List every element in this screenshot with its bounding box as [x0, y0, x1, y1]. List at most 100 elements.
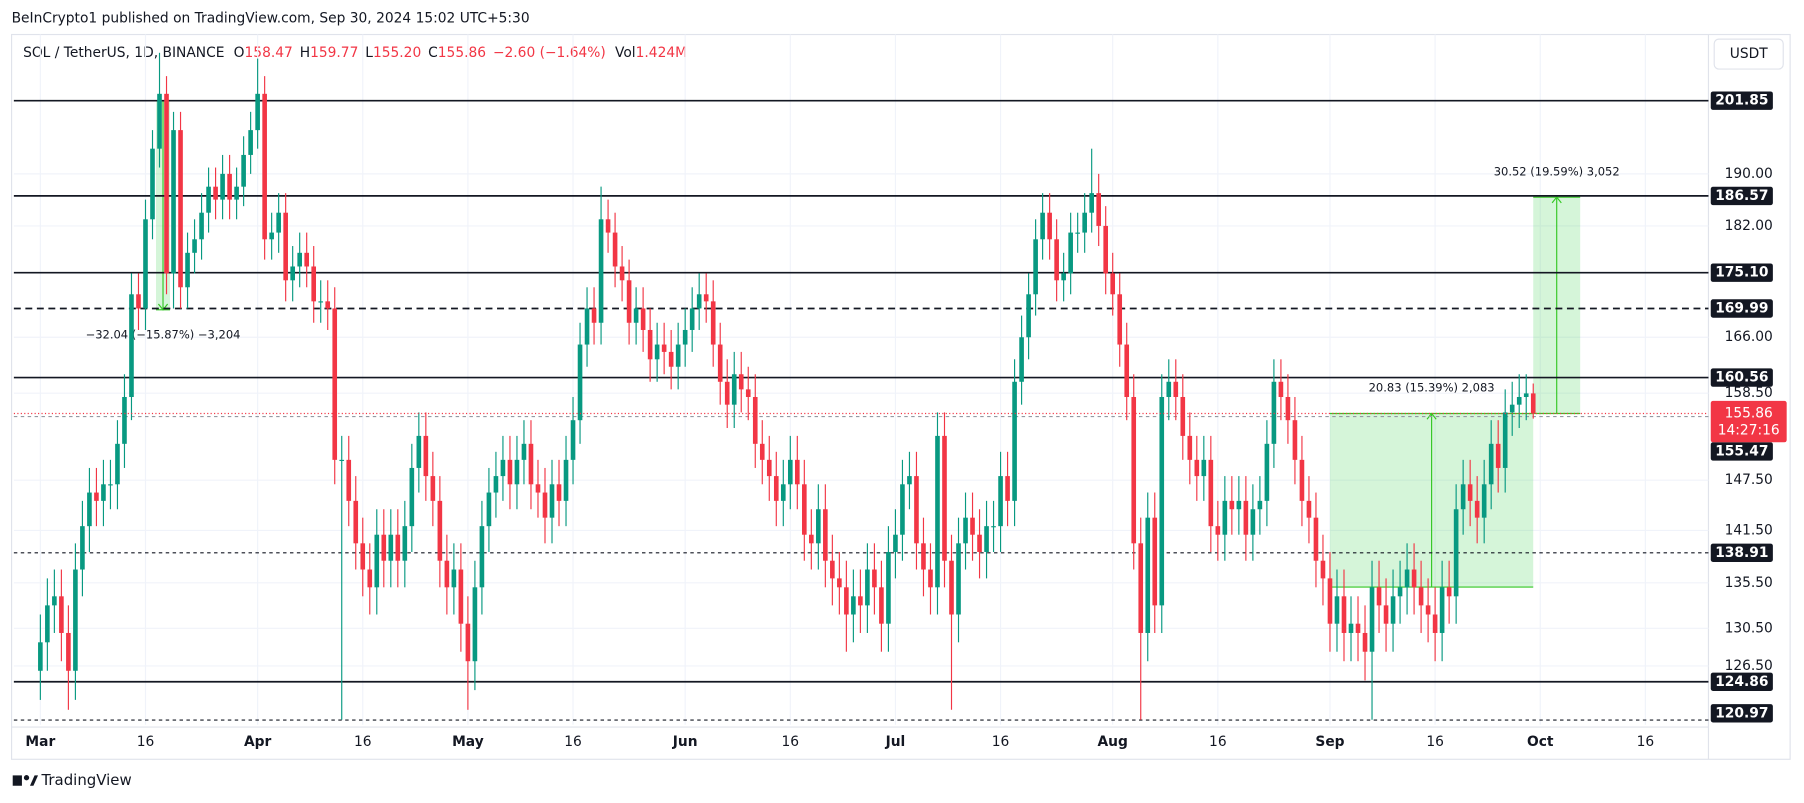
- candle-body: [1229, 500, 1235, 510]
- level-label-box: [1710, 299, 1773, 318]
- level-label: 201.85: [1715, 93, 1768, 109]
- candle-body: [1397, 587, 1403, 597]
- candle-body: [129, 294, 134, 397]
- candle-body: [283, 212, 288, 281]
- legend-change: −2.60 (−1.64%): [493, 45, 606, 61]
- candle-body: [1173, 381, 1179, 397]
- candle-body: [430, 476, 436, 501]
- candle-body: [353, 500, 359, 544]
- candle-body: [1138, 543, 1144, 633]
- currency-button[interactable]: [1713, 38, 1784, 70]
- brand: TradingView: [40, 771, 131, 789]
- candle-body: [1166, 381, 1172, 397]
- candle-body: [1026, 294, 1031, 338]
- candle-body: [661, 344, 667, 352]
- candle-body: [157, 93, 162, 149]
- candle-body: [998, 476, 1003, 527]
- candle-body: [823, 509, 828, 561]
- chart-frame: [10, 33, 1791, 760]
- candle-body: [584, 308, 590, 345]
- candle-body: [514, 459, 520, 485]
- logo-part: [23, 775, 30, 781]
- level-label-box: [1710, 91, 1773, 110]
- legend-value: 158.47: [245, 45, 293, 61]
- level-label: 120.97: [1715, 705, 1768, 721]
- candle-body: [1222, 500, 1228, 535]
- measure-label: 20.83 (15.39%) 2,083: [1369, 381, 1495, 395]
- candle-body: [136, 294, 141, 309]
- candle-body: [325, 301, 331, 309]
- y-tick-label: 135.50: [1725, 575, 1773, 591]
- candle-body: [493, 476, 499, 493]
- candle-body: [1208, 459, 1214, 527]
- candle-body: [1327, 578, 1333, 624]
- legend-value: 155.20: [373, 45, 421, 61]
- candle-body: [535, 484, 541, 493]
- candle-body: [1495, 443, 1501, 468]
- legend-key: L: [365, 45, 373, 61]
- candle-body: [542, 492, 548, 518]
- candle-body: [689, 308, 695, 330]
- candle-body: [809, 534, 814, 544]
- candle-body: [1215, 526, 1221, 535]
- candle-body: [907, 476, 912, 485]
- candle-body: [367, 569, 373, 588]
- x-tick-label: Aug: [1098, 734, 1128, 750]
- candle-body: [612, 232, 618, 267]
- candle-body: [73, 569, 78, 671]
- candle-body: [1131, 396, 1137, 544]
- candle-body: [374, 534, 380, 588]
- candle-body: [66, 632, 71, 671]
- candle-body: [101, 484, 106, 501]
- candle-body: [865, 569, 870, 606]
- candle-body: [108, 484, 113, 486]
- candle-body: [1257, 500, 1263, 510]
- candle-body: [1481, 484, 1487, 518]
- candle-body: [1005, 476, 1010, 501]
- measure-arrowhead: [1551, 196, 1562, 204]
- candle-body: [1523, 393, 1529, 397]
- candle-body: [619, 266, 625, 281]
- candle-body: [1418, 587, 1424, 606]
- candle-body: [1159, 396, 1165, 606]
- candle-body: [1334, 596, 1340, 624]
- candle-body: [893, 534, 898, 552]
- level-label: 124.86: [1715, 674, 1768, 690]
- candle-body: [1236, 500, 1242, 510]
- x-tick-label: 16: [137, 734, 155, 750]
- logo-part: [29, 775, 39, 786]
- candle-body: [1502, 412, 1508, 468]
- candle-body: [759, 443, 765, 460]
- candle-body: [1425, 605, 1431, 615]
- candle-body: [185, 252, 190, 288]
- candle-body: [416, 435, 422, 468]
- candle-body: [577, 344, 583, 421]
- x-tick-label: Jun: [672, 734, 698, 750]
- symbol-legend: SOL / TetherUS, 1D, BINANCE O158.47 H159.7…: [23, 45, 687, 61]
- candle-body: [1033, 239, 1038, 295]
- candle-body: [1446, 587, 1452, 597]
- candle-body: [1264, 443, 1270, 501]
- candle-body: [935, 435, 940, 588]
- candle-body: [52, 596, 57, 606]
- x-tick-label: Jul: [885, 734, 906, 750]
- candle-body: [59, 596, 64, 633]
- candle-body: [1355, 623, 1361, 633]
- candle-body: [921, 543, 926, 570]
- candle-body: [227, 173, 232, 200]
- candle-body: [1152, 517, 1158, 606]
- level-label-box: [1710, 543, 1773, 562]
- candle-body: [423, 435, 429, 477]
- currency-label[interactable]: USDT: [1730, 46, 1768, 62]
- candle-body: [318, 301, 324, 303]
- measure-arrowhead: [157, 303, 169, 311]
- candle-body: [346, 459, 352, 501]
- legend-value: 155.86: [438, 45, 486, 61]
- candle-body: [94, 492, 99, 501]
- candle-body: [570, 420, 576, 460]
- measures: −32.04 (−15.87%) −3,204 20.83 (15.39%) 2,…: [86, 100, 1620, 588]
- level-label: 160.56: [1715, 370, 1768, 386]
- candle-body: [1082, 212, 1087, 233]
- x-tick-label: 16: [1426, 734, 1444, 750]
- candle-body: [738, 374, 744, 390]
